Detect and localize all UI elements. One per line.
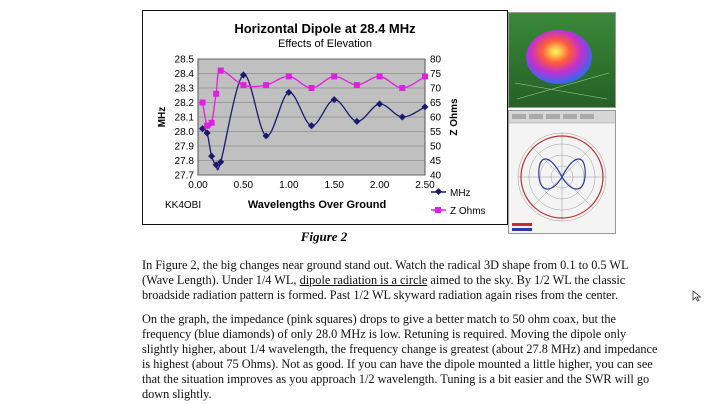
y-right-tick-label: 50 — [430, 142, 442, 153]
y-right-tick-label: 80 — [430, 55, 442, 66]
figure-caption: Figure 2 — [300, 229, 348, 244]
legend-mhz-label: MHz — [450, 188, 471, 199]
x-tick-label: 2.00 — [370, 180, 390, 191]
y-right-tick-label: 75 — [430, 69, 442, 80]
zohms-point — [240, 82, 247, 89]
legend-zohms-label: Z Ohms — [450, 206, 486, 217]
zohms-point — [263, 82, 270, 89]
mhz-point — [398, 113, 406, 121]
x-tick-label: 1.00 — [279, 180, 299, 191]
zohms-point — [213, 90, 220, 97]
y-axis-right-label: Z Ohms — [449, 98, 460, 136]
legend: MHz Z Ohms — [431, 187, 486, 217]
y-left-tick-label: 28.3 — [175, 84, 195, 95]
mhz-point — [217, 158, 225, 166]
chart-title: Horizontal Dipole at 28.4 MHz — [234, 21, 416, 36]
polar-pattern-red — [520, 135, 604, 219]
mhz-point — [421, 103, 429, 111]
radiation-3d-svg — [509, 13, 615, 107]
zohms-point — [208, 119, 215, 126]
mhz-point — [353, 117, 361, 125]
polar-plot-svg — [509, 111, 615, 231]
x-tick-label: 1.50 — [324, 180, 344, 191]
author-annotation: KK4OBI — [165, 200, 201, 211]
y-left-tick-label: 28.4 — [175, 69, 195, 80]
y-right-tick-label: 65 — [430, 98, 442, 109]
mhz-point — [203, 129, 211, 137]
mhz-point — [262, 132, 270, 140]
x-tick-label: 0.50 — [234, 180, 254, 191]
dipole-circle-link[interactable]: dipole radiation is a circle — [299, 273, 428, 287]
y-left-tick-label: 28.2 — [175, 98, 195, 109]
y-left-tick-label: 28.5 — [175, 55, 195, 66]
zohms-point — [285, 73, 292, 80]
y-left-tick-label: 28.1 — [175, 113, 195, 124]
paragraph-1: In Figure 2, the big changes near ground… — [142, 258, 662, 303]
polar-plot-image — [508, 110, 616, 234]
page-margin — [0, 0, 8, 404]
chart-subtitle: Effects of Elevation — [278, 38, 372, 50]
mhz-point — [212, 161, 220, 169]
y-right-tick-label: 60 — [430, 113, 442, 124]
paragraph-2: On the graph, the impedance (pink square… — [142, 312, 658, 401]
mhz-point — [208, 152, 216, 160]
zohms-point — [376, 73, 383, 80]
zohms-point — [204, 122, 211, 129]
y-left-tick-label: 28.0 — [175, 127, 195, 138]
zohms-point — [199, 99, 206, 106]
radiation-lobe — [526, 30, 592, 84]
polar-pattern-blue — [538, 158, 586, 190]
y-left-tick-label: 27.9 — [175, 142, 195, 153]
y-left-tick-label: 27.8 — [175, 156, 195, 167]
zohms-point — [331, 73, 338, 80]
elevation-chart: Horizontal Dipole at 28.4 MHz Effects of… — [142, 10, 508, 225]
x-tick-label: 2.50 — [415, 180, 435, 191]
x-tick-label: 0.00 — [188, 180, 208, 191]
zohms-point — [308, 85, 315, 91]
y-right-tick-label: 45 — [430, 156, 442, 167]
paragraph-1-part-a: In Figure 2, the big changes near ground… — [142, 258, 629, 287]
legend-mhz-marker — [434, 187, 443, 196]
mouse-cursor-icon — [692, 290, 702, 302]
mhz-point — [376, 100, 384, 108]
y-axis-left-label: MHz — [157, 107, 168, 128]
radiation-3d-image — [508, 12, 616, 108]
mhz-point — [307, 122, 316, 130]
chart-svg: Horizontal Dipole at 28.4 MHz Effects of… — [157, 21, 486, 217]
y-right-tick-label: 55 — [430, 127, 442, 138]
legend-zohms-marker — [435, 207, 441, 213]
y-left-tick-label: 27.7 — [175, 171, 195, 182]
zohms-point — [422, 73, 428, 80]
zohms-point — [353, 82, 360, 89]
paragraph-1-part-b: aimed to the sky. By 1/2 WL the classic … — [142, 273, 626, 302]
zohms-point — [217, 67, 224, 74]
mhz-point — [239, 71, 247, 79]
zohms-point — [399, 85, 406, 91]
y-right-tick-label: 70 — [430, 84, 442, 95]
y-right-tick-label: 40 — [430, 171, 442, 182]
x-axis-label: Wavelengths Over Ground — [248, 199, 386, 211]
